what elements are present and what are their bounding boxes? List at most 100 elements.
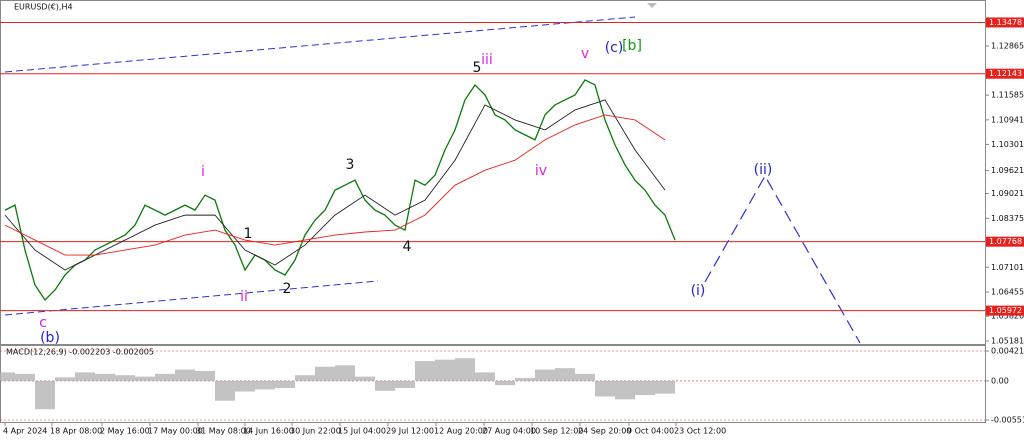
macd-tick-label: -0.005519 xyxy=(991,416,1024,425)
level-label: 1.13478 xyxy=(989,18,1022,27)
wave-label: i xyxy=(201,164,205,180)
y-tick-label: 1.07101 xyxy=(991,263,1024,272)
macd-bar xyxy=(475,372,495,381)
x-tick-label: 23 Oct 12:00 xyxy=(674,427,726,436)
macd-bar xyxy=(195,370,215,381)
macd-bar xyxy=(235,380,255,392)
x-tick-label: 14 Jun 16:00 xyxy=(243,427,294,436)
macd-bar xyxy=(315,366,335,381)
macd-bar xyxy=(115,375,135,381)
wave-label: (ii) xyxy=(754,162,773,178)
y-tick-label: 1.08375 xyxy=(991,214,1024,223)
projection xyxy=(704,174,861,344)
y-tick-label: 1.09621 xyxy=(991,166,1024,175)
macd-bar xyxy=(435,359,455,381)
trend-line xyxy=(4,280,379,316)
series-line xyxy=(4,99,666,271)
wave-label: iii xyxy=(481,52,493,68)
wave-label: c xyxy=(39,315,47,331)
macd-bar xyxy=(75,372,95,381)
x-tick-label: 29 Jul 12:00 xyxy=(386,427,434,436)
x-tick-label: 27 Aug 04:00 xyxy=(482,427,536,436)
x-tick-label: 9 Oct 04:00 xyxy=(627,427,674,436)
level-box xyxy=(986,68,1024,79)
macd-bar xyxy=(275,380,295,388)
macd-bar xyxy=(175,369,195,381)
macd-bar xyxy=(255,380,275,390)
x-tick-label: 30 Jun 22:00 xyxy=(290,427,341,436)
y-tick-label: 1.05181 xyxy=(991,337,1024,346)
level-label: 1.12143 xyxy=(989,69,1022,78)
y-tick-label: 1.11585 xyxy=(991,91,1024,100)
wave-label: (c) xyxy=(605,40,624,56)
price-frame xyxy=(0,0,986,345)
wave-label: 1 xyxy=(244,226,253,242)
x-tick-label: 17 May 00:00 xyxy=(148,427,203,436)
level-label: 1.07768 xyxy=(989,237,1022,246)
macd-bar xyxy=(395,380,415,388)
macd-bar xyxy=(495,380,515,386)
series-line xyxy=(4,114,666,256)
level-box xyxy=(986,305,1024,316)
x-tick-label: 10 Sep 12:00 xyxy=(530,427,583,436)
wave-label: 4 xyxy=(403,239,412,255)
x-tick-label: 18 Apr 08:00 xyxy=(50,427,102,436)
macd-bar xyxy=(455,358,475,381)
x-tick-label: 24 Sep 20:00 xyxy=(578,427,631,436)
level-box xyxy=(986,17,1024,28)
wave-label: (b) xyxy=(40,330,60,346)
y-tick-label: 1.06455 xyxy=(991,288,1024,297)
macd-title: MACD(12,26,9) -0.002203 -0.002005 xyxy=(6,348,154,357)
macd-frame xyxy=(0,345,986,423)
wave-label: iv xyxy=(535,163,547,179)
macd-bar xyxy=(155,373,175,381)
macd-bar xyxy=(335,365,355,381)
trend-line xyxy=(4,16,636,73)
macd-bar xyxy=(0,372,15,381)
macd-bar xyxy=(15,373,35,381)
macd-bar xyxy=(375,380,395,391)
y-tick-label: 1.09021 xyxy=(991,189,1024,198)
y-tick-label: 1.12865 xyxy=(991,41,1024,50)
x-tick-label: 2 May 16:00 xyxy=(100,427,150,436)
wave-label: 5 xyxy=(473,60,482,76)
macd-bar xyxy=(555,368,575,381)
wave-label: 2 xyxy=(283,281,292,297)
macd-bar xyxy=(215,380,235,401)
wave-label: [b] xyxy=(622,38,642,54)
macd-bar xyxy=(635,380,655,396)
macd-bar xyxy=(655,380,675,394)
macd-tick-label: 0.004219 xyxy=(991,347,1024,356)
x-tick-label: 31 May 08:00 xyxy=(196,427,251,436)
level-box xyxy=(986,236,1024,247)
wave-label: (i) xyxy=(691,283,706,299)
y-tick-label: 1.05826 xyxy=(991,312,1024,321)
wave-label: 3 xyxy=(346,157,355,173)
macd-bar xyxy=(535,369,555,381)
series-line xyxy=(4,79,676,301)
macd-bar xyxy=(295,375,315,381)
macd-bar xyxy=(615,380,635,400)
chart-title: EURUSD(€),H4 xyxy=(14,3,73,12)
macd-bar xyxy=(135,376,155,381)
macd-bar xyxy=(35,380,55,410)
macd-bar xyxy=(355,376,375,381)
macd-tick-label: 0.00 xyxy=(991,376,1009,385)
level-label: 1.05972 xyxy=(989,306,1022,315)
y-tick-label: 1.10301 xyxy=(991,140,1024,149)
macd-bar xyxy=(415,361,435,381)
wave-label: ii xyxy=(240,289,248,305)
wave-label: v xyxy=(581,46,589,62)
x-tick-label: 15 Jul 04:00 xyxy=(338,427,386,436)
macd-bar xyxy=(595,380,615,397)
x-tick-label: 4 Apr 2024 xyxy=(3,427,47,436)
macd-bar xyxy=(95,373,115,381)
macd-bar xyxy=(575,373,595,381)
x-tick-label: 12 Aug 20:00 xyxy=(434,427,488,436)
macd-bar xyxy=(515,378,535,381)
macd-bar xyxy=(55,377,75,381)
y-tick-label: 1.10941 xyxy=(991,115,1024,124)
shift-marker xyxy=(647,3,657,8)
